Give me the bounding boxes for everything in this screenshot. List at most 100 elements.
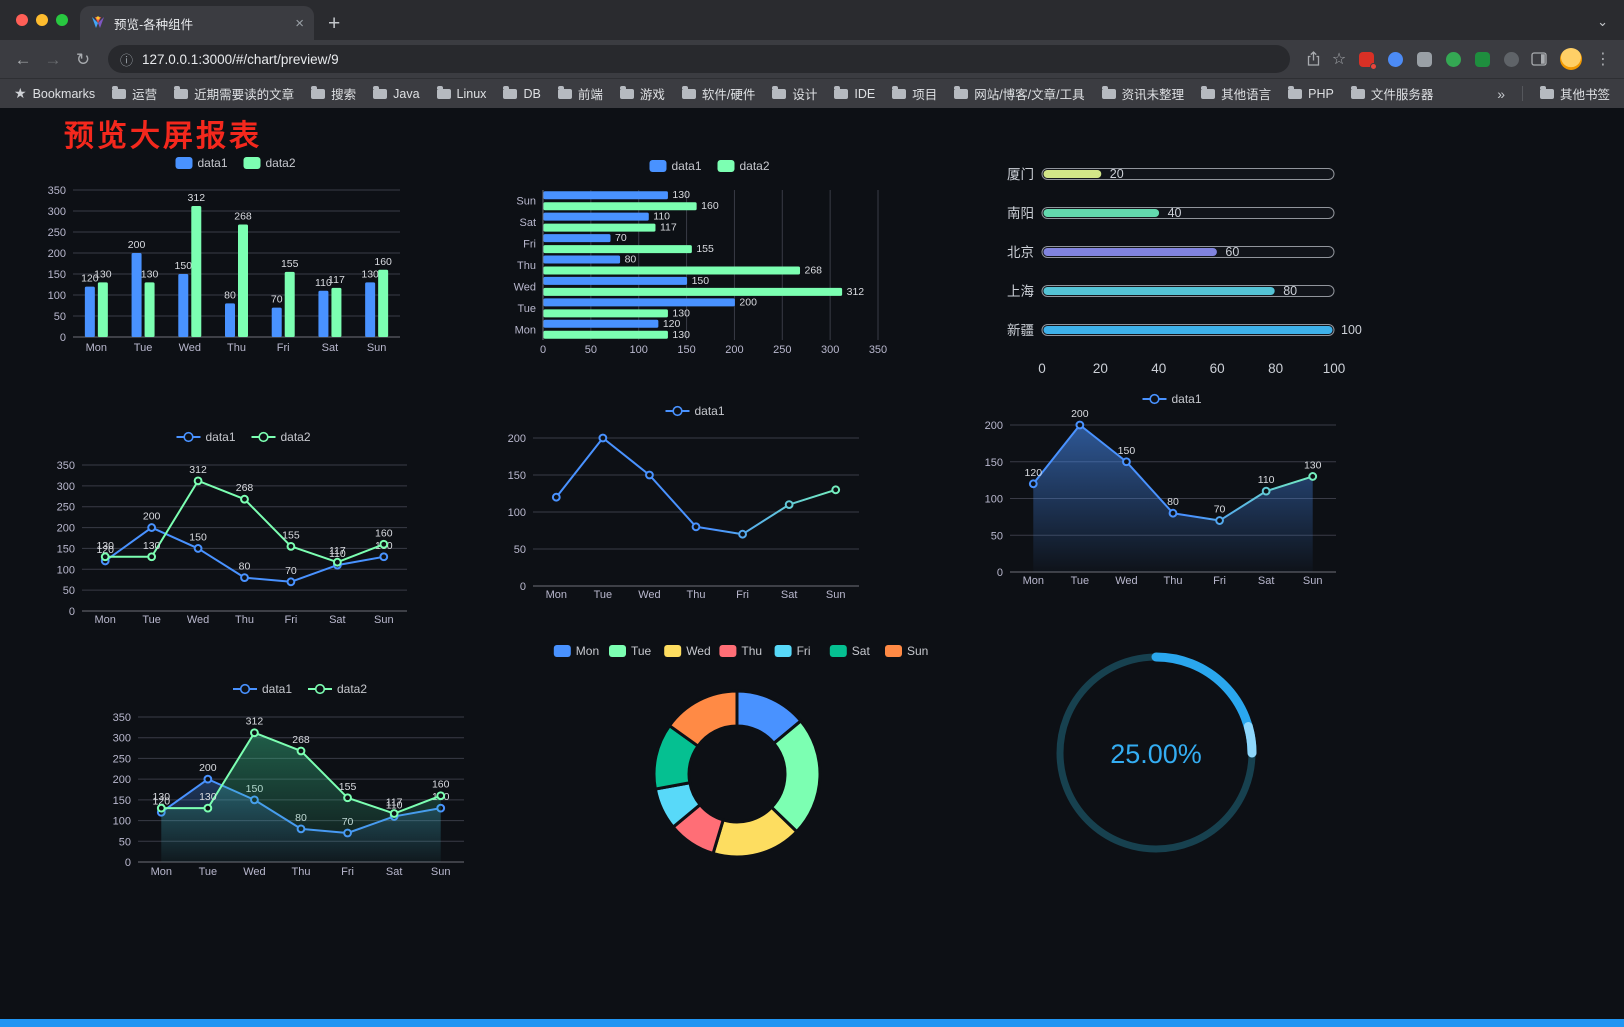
svg-text:155: 155 [282,529,300,541]
svg-text:130: 130 [94,268,112,280]
svg-text:Sat: Sat [1258,575,1275,587]
svg-text:150: 150 [175,260,193,272]
svg-text:160: 160 [375,527,393,539]
bookmark-label: 游戏 [639,88,665,102]
svg-text:268: 268 [805,265,823,277]
chart-line-area-single[interactable]: 0 50 100 150 200 Mon Tue Wed Thu Fri Sat Sun 120 200 1… [975,385,1349,620]
svg-text:Thu: Thu [1164,575,1183,587]
site-info-icon[interactable]: ⓘ [120,52,134,68]
svg-text:Tue: Tue [517,303,536,315]
svg-text:Sat: Sat [519,217,536,229]
svg-text:25.00%: 25.00% [1110,739,1202,769]
bookmark-label: 运营 [132,88,158,102]
svg-text:120: 120 [153,795,171,807]
bookmark-folder-item[interactable]: 近期需要读的文章 [174,84,294,103]
bookmark-folder-item[interactable]: 资讯未整理 [1101,84,1184,103]
close-window-button[interactable] [16,14,28,26]
svg-text:150: 150 [692,275,710,287]
bookmark-folder-item[interactable]: Linux [436,86,486,101]
folder-icon [503,86,518,99]
svg-text:70: 70 [615,232,627,244]
bookmarks-overflow-icon[interactable]: » [1497,85,1505,102]
svg-text:300: 300 [48,206,66,218]
bookmarks-root[interactable]: ★ Bookmarks [14,85,95,102]
svg-text:100: 100 [48,290,66,302]
svg-text:120: 120 [663,318,681,330]
svg-text:300: 300 [821,344,839,356]
svg-text:data2: data2 [740,159,770,173]
chart-grouped-bar[interactable]: 0 50 100 150 200 250 300 350 Mon Tue Wed Thu Fri Sat S… [40,145,442,385]
svg-text:80: 80 [625,254,637,266]
bookmark-folder-item[interactable]: Java [373,86,420,101]
bookmark-folder-item[interactable]: 项目 [892,84,937,103]
bookmark-folder-item[interactable]: 设计 [772,84,817,103]
extension-icon[interactable] [1359,51,1377,70]
bookmark-label: 软件/硬件 [701,88,756,102]
svg-text:200: 200 [508,433,526,445]
menu-icon[interactable]: ⋮ [1595,51,1611,68]
svg-text:Fri: Fri [341,866,354,878]
bookmark-folder-item[interactable]: 其他语言 [1201,84,1271,103]
active-tab[interactable]: 预览-各种组件 × [80,6,314,40]
svg-text:155: 155 [696,243,714,255]
svg-text:Mon: Mon [576,644,599,658]
svg-text:Sat: Sat [852,644,871,658]
bookmark-folder-item[interactable]: 软件/硬件 [681,84,756,103]
chart-line-area-two-series[interactable]: 0 50 100 150 200 250 300 350 Mon Tue Wed Thu Fri Sat S… [100,670,486,910]
svg-text:100: 100 [1341,323,1362,337]
bookmark-folder-item[interactable]: 前端 [557,84,603,103]
svg-text:300: 300 [113,733,131,745]
extension-icon[interactable] [1417,51,1432,67]
svg-text:200: 200 [739,296,757,308]
minimize-window-button[interactable] [36,14,48,26]
bookmark-star-icon[interactable]: ☆ [1331,51,1347,68]
bookmark-folder-item[interactable]: 文件服务器 [1350,84,1433,103]
back-icon[interactable]: ← [14,49,32,69]
svg-text:350: 350 [113,712,131,724]
svg-text:Sat: Sat [386,866,403,878]
profile-avatar[interactable] [1560,48,1582,70]
svg-text:20: 20 [1110,167,1124,181]
extension-icon[interactable] [1475,51,1490,67]
svg-text:40: 40 [1151,361,1166,376]
chart-city-progress-bars[interactable]: 厦门 20 南阳 40 北京 60 上海 80 新疆 100 0 20 40 60 80 100 [986,155,1366,405]
chart-line-single[interactable]: 0 50 100 150 200 Mon Tue Wed Thu Fri Sat Sun data1 [505,395,887,630]
new-tab-button[interactable]: + [328,12,341,35]
tab-close-icon[interactable]: × [295,14,304,32]
svg-text:200: 200 [143,511,161,523]
zoom-window-button[interactable] [56,14,68,26]
bookmark-folder-item[interactable]: DB [503,86,541,101]
other-bookmarks[interactable]: 其他书签 [1539,84,1610,103]
share-icon[interactable] [1300,51,1326,67]
address-bar[interactable]: ⓘ 127.0.0.1:3000/#/chart/preview/9 [108,45,1290,73]
extension-icon[interactable] [1446,51,1461,67]
forward-icon[interactable]: → [44,49,62,69]
svg-text:110: 110 [386,799,403,811]
bottom-blue-strip [0,1019,1624,1027]
extension-icon[interactable] [1388,51,1403,67]
bookmarks-bar: ★ Bookmarks 运营 近期需要读的文章 搜索 Java Linux DB 前端 游戏 软… [0,78,1624,108]
bookmark-folder-item[interactable]: IDE [834,86,875,101]
bookmark-folder-item[interactable]: 运营 [112,84,157,103]
svg-text:Sun: Sun [907,644,928,658]
chart-line-two-series[interactable]: 0 50 100 150 200 250 300 350 Mon Tue Wed Thu Fri Sat S… [40,420,442,655]
chart-donut-pie[interactable]: Mon Tue Wed Thu Fri Sat Sun [540,635,940,890]
svg-text:130: 130 [361,268,379,280]
svg-text:350: 350 [48,185,66,197]
chart-horizontal-bar[interactable]: 0 50 100 150 200 250 300 350 Mon 120 130 Tue 200 130 W… [505,150,903,390]
chart-gauge-percent[interactable]: 25.00% [1052,648,1264,865]
tab-favicon-icon [92,16,104,28]
svg-text:Tue: Tue [134,342,153,354]
svg-text:Fri: Fri [523,239,536,251]
svg-text:80: 80 [1283,284,1297,298]
bookmark-folder-item[interactable]: 游戏 [619,84,665,103]
svg-text:80: 80 [1167,496,1179,508]
bookmark-folder-item[interactable]: PHP [1288,86,1334,101]
bookmark-folder-item[interactable]: 搜索 [311,84,356,103]
extension-icon[interactable] [1504,51,1519,67]
bookmark-folder-item[interactable]: 网站/博客/文章/工具 [954,84,1085,103]
tab-search-chevron-icon[interactable]: ⌄ [1597,14,1608,29]
reload-icon[interactable]: ↻ [75,49,91,69]
folder-icon [373,86,388,99]
side-panel-icon[interactable] [1526,52,1552,66]
